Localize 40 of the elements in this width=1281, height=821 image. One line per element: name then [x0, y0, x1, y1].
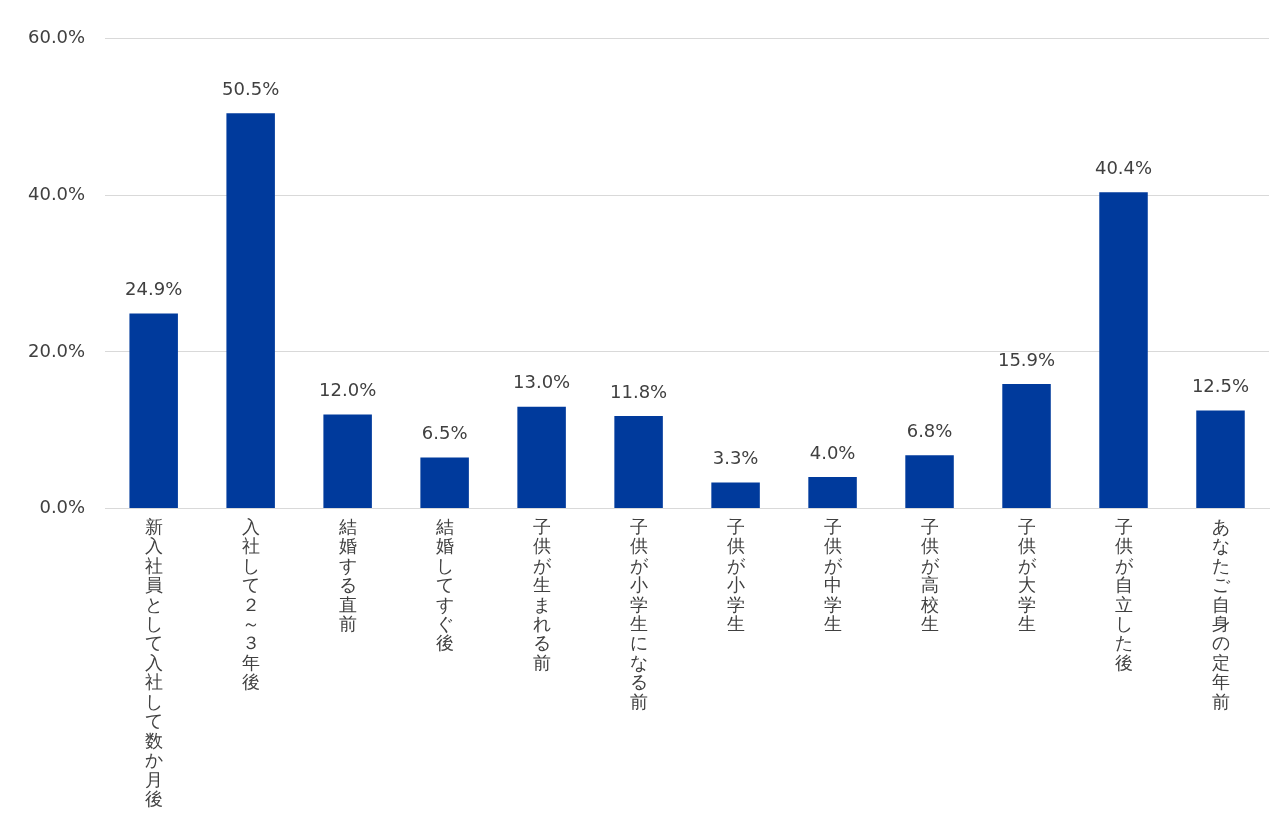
- x-tick-label: 子供が自立した後: [1114, 515, 1134, 673]
- category-label: 新入社員として入社して数か月後: [144, 515, 163, 809]
- x-tick-label: 子供が生まれる前: [532, 515, 552, 673]
- bar: [226, 113, 275, 508]
- bar: [420, 457, 469, 508]
- bar: [808, 477, 857, 508]
- bar: [614, 416, 663, 508]
- bar: [905, 455, 954, 508]
- bar: [1002, 383, 1051, 508]
- y-tick-label: 0.0%: [39, 496, 86, 518]
- y-tick-label: 60.0%: [27, 26, 86, 48]
- data-label: 12.5%: [1191, 375, 1250, 397]
- x-tick-label: 子供が大学生: [1017, 515, 1037, 634]
- bar: [129, 313, 178, 508]
- data-label: 6.5%: [421, 422, 468, 444]
- data-label: 40.4%: [1094, 156, 1153, 178]
- data-label: 4.0%: [809, 441, 856, 463]
- x-tick-label: 結婚してすぐ後: [434, 515, 454, 654]
- y-tick-label: 20.0%: [27, 339, 86, 361]
- x-tick-label: 子供が高校生: [919, 515, 940, 634]
- data-label: 12.0%: [319, 379, 377, 401]
- category-label: 入社して２～３年後: [241, 515, 260, 693]
- x-tick-label: 子供が小学生: [726, 515, 746, 634]
- bar: [323, 414, 372, 508]
- data-label: 24.9%: [125, 278, 183, 300]
- bar: [1196, 410, 1245, 508]
- data-label: 15.9%: [997, 348, 1056, 370]
- bar: [517, 406, 566, 508]
- data-label: 11.8%: [610, 380, 668, 402]
- bar: [1099, 192, 1148, 508]
- bar: [711, 482, 760, 508]
- x-tick-label: 結婚する直前: [337, 515, 357, 634]
- data-label: 13.0%: [513, 371, 571, 393]
- data-label: 50.5%: [222, 77, 280, 99]
- category-label: あなたご自身の定年前: [1211, 515, 1230, 712]
- x-tick-label: 子供が中学生: [823, 515, 843, 634]
- y-tick-label: 40.0%: [27, 183, 86, 205]
- data-label: 6.8%: [906, 419, 953, 441]
- category-label: 子供が小学生になる前: [629, 515, 648, 712]
- data-label: 3.3%: [712, 447, 759, 469]
